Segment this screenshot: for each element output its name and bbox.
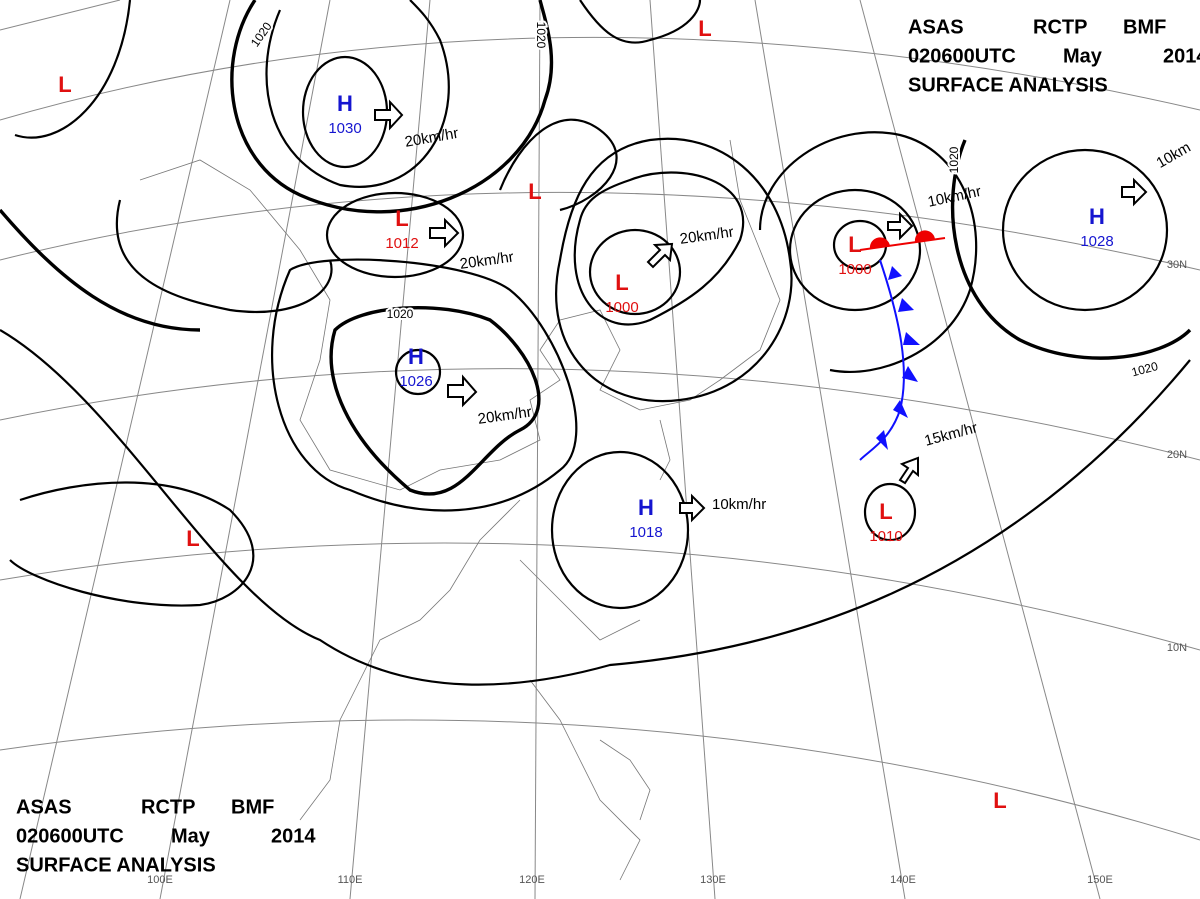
pressure-center-symbol: L — [58, 72, 71, 97]
pressure-center-symbol: L — [395, 206, 408, 231]
pressure-center-symbol: H — [337, 91, 353, 116]
isobar-label: 1020 — [387, 307, 414, 321]
longitude-label: 150E — [1087, 874, 1113, 886]
pressure-center-symbol: L — [993, 788, 1006, 813]
pressure-center-symbol: H — [408, 344, 424, 369]
isobars — [0, 0, 1192, 686]
coastline — [139, 139, 781, 881]
header-text: ASAS — [16, 796, 72, 818]
pressure-center-symbol: L — [186, 526, 199, 551]
latitude-label: 10N — [1167, 642, 1187, 654]
pressure-center-value: 1000 — [605, 299, 638, 316]
header-text: 020600UTC — [16, 825, 124, 847]
pressure-center-value: 1018 — [629, 524, 662, 541]
header-text: BMF — [1123, 16, 1166, 38]
isobar-label: 1020 — [947, 146, 961, 173]
pressure-center-symbol: L — [698, 16, 711, 41]
pressure-center-symbol: L — [528, 179, 541, 204]
header-text: May — [171, 825, 211, 847]
header-text: SURFACE ANALYSIS — [16, 854, 216, 876]
header-text: ASAS — [908, 16, 964, 38]
longitude-label: 140E — [890, 874, 916, 886]
longitude-label: 110E — [338, 874, 363, 886]
pressure-center-value: 1026 — [399, 373, 432, 390]
warm-front — [859, 230, 946, 251]
header-text: RCTP — [1033, 16, 1087, 38]
header-text: RCTP — [141, 796, 195, 818]
pressure-center-value: 1000 — [838, 261, 871, 278]
pressure-center-symbol: H — [1089, 204, 1105, 229]
motion-arrows — [374, 99, 1148, 523]
header-text: 020600UTC — [908, 45, 1016, 67]
motion-label: 10km/hr — [712, 496, 766, 513]
header-text: May — [1063, 45, 1103, 67]
pressure-center-symbol: L — [615, 270, 628, 295]
pressure-center-value: 1028 — [1080, 233, 1113, 250]
longitude-label: 130E — [700, 874, 726, 886]
header-text: 2014 — [1163, 45, 1200, 67]
header-text: SURFACE ANALYSIS — [908, 74, 1108, 96]
isobar-label: 1020 — [534, 22, 548, 49]
longitude-label: 120E — [519, 874, 545, 886]
pressure-center-value: 1010 — [869, 528, 902, 545]
pressure-center-symbol: L — [848, 232, 861, 257]
cold-front — [859, 259, 920, 461]
header-text: BMF — [231, 796, 274, 818]
longitude-label: 100E — [147, 874, 173, 886]
pressure-center-symbol: H — [638, 495, 654, 520]
latitude-label: 20N — [1167, 449, 1187, 461]
header-text: 2014 — [271, 825, 316, 847]
latitude-label: 30N — [1167, 259, 1187, 271]
pressure-center-value: 1012 — [385, 235, 418, 252]
pressure-center-symbol: L — [879, 499, 892, 524]
pressure-center-value: 1030 — [328, 120, 361, 137]
